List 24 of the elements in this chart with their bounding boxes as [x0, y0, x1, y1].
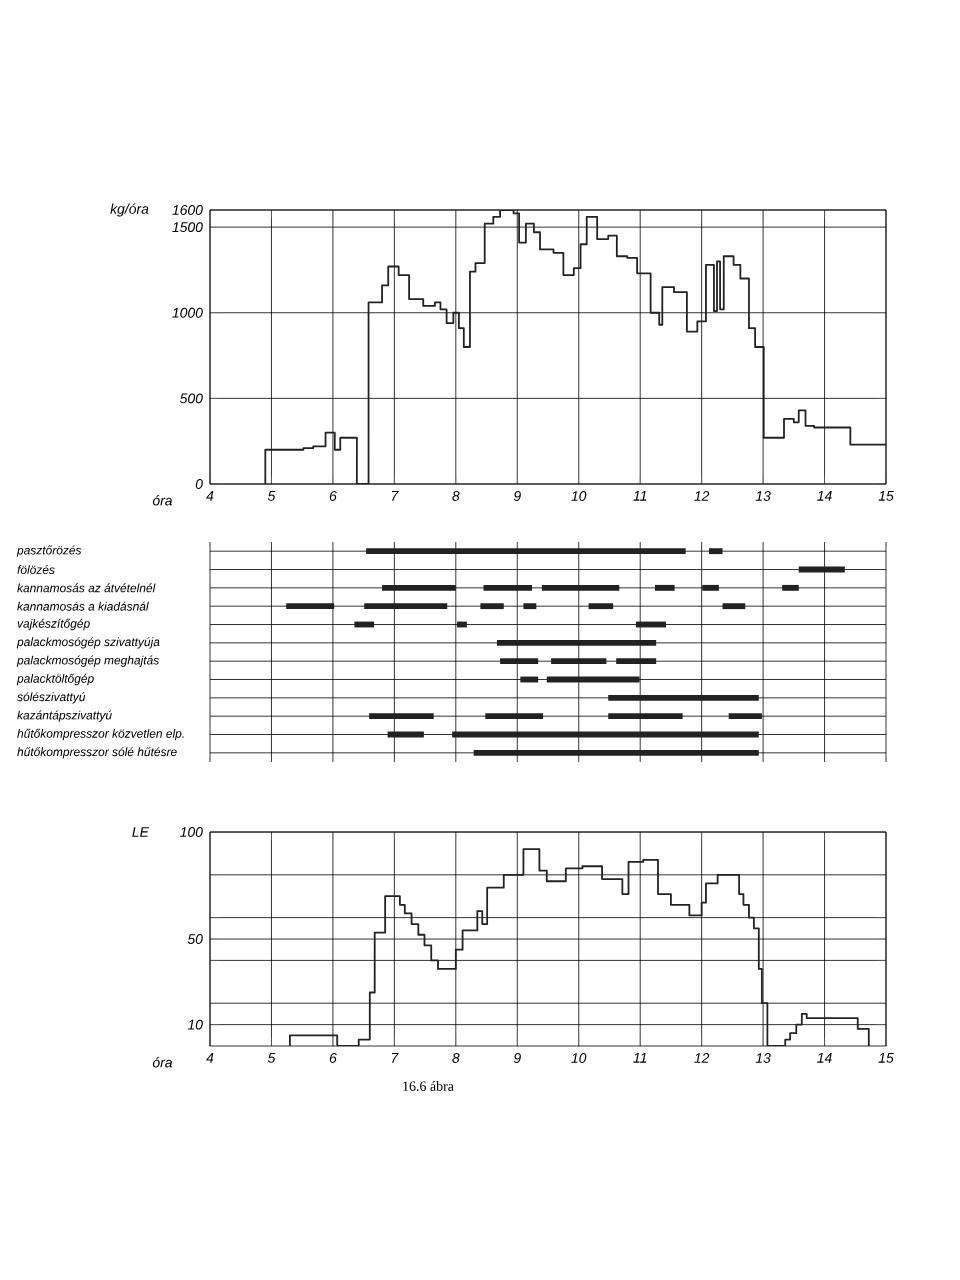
bar [496, 639, 657, 646]
bar [366, 548, 686, 555]
bar [364, 603, 448, 610]
bar [480, 603, 504, 610]
bar [616, 658, 657, 665]
bar [473, 749, 759, 756]
bar [702, 584, 719, 591]
bar [551, 658, 607, 665]
bar [523, 603, 537, 610]
bar [485, 713, 544, 720]
bar [728, 713, 762, 720]
bar [382, 584, 456, 591]
bar [608, 694, 759, 701]
bar [588, 603, 614, 610]
bar [286, 603, 335, 610]
bar [369, 713, 434, 720]
bar [654, 584, 675, 591]
bar [500, 658, 539, 665]
bar [541, 584, 620, 591]
bar [722, 603, 746, 610]
bar [608, 713, 683, 720]
bar [709, 548, 723, 555]
bar [483, 584, 533, 591]
bar [782, 584, 799, 591]
